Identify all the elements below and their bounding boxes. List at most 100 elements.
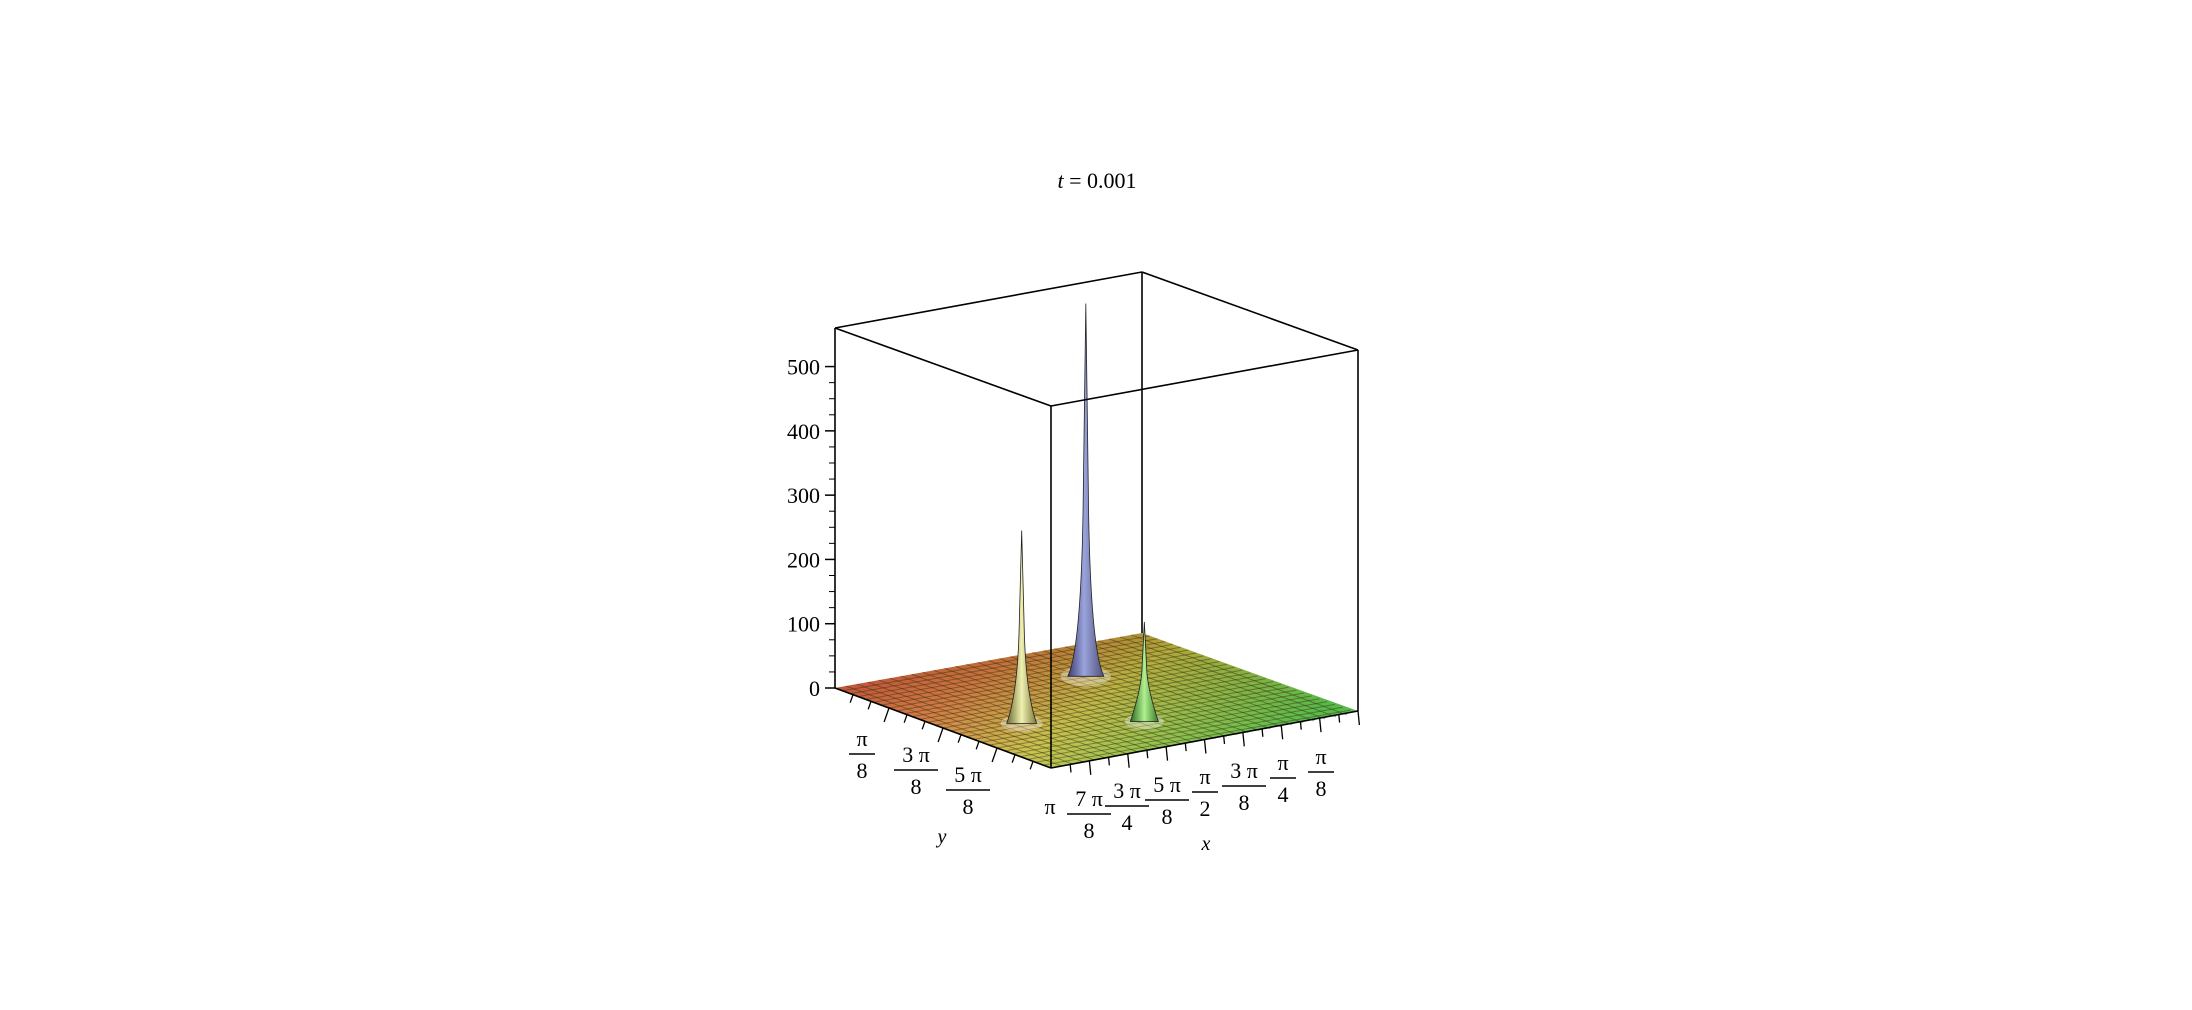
x-tick <box>1338 714 1341 723</box>
surface-floor <box>835 633 1358 768</box>
title-equation: = 0.001 <box>1064 168 1137 193</box>
y-tick-label: 3 π8 <box>894 742 938 799</box>
x-tick <box>1299 721 1302 730</box>
x-tick-label-denominator: 8 <box>1239 790 1250 815</box>
x-tick <box>1069 764 1072 773</box>
y-tick <box>867 701 872 710</box>
x-tick-label-numerator: 3 π <box>1113 778 1141 803</box>
y-tick-label-denominator: 8 <box>963 794 974 819</box>
grid-line <box>966 681 1274 738</box>
x-tick <box>1318 718 1322 733</box>
x-tick <box>1280 725 1284 740</box>
grid-line <box>935 669 1243 726</box>
x-tick-label-numerator: π <box>1199 764 1210 789</box>
peak-small-spike <box>1129 621 1159 722</box>
y-tick-label: π8 <box>849 726 875 783</box>
grid-line <box>944 667 1161 749</box>
grid-line <box>1035 706 1343 763</box>
grid-line <box>942 672 1251 729</box>
x-tick-label-denominator: 4 <box>1122 810 1133 835</box>
y-tick <box>883 707 890 723</box>
x-tick-label-numerator: π <box>1277 750 1288 775</box>
surface-peaks <box>1000 303 1164 732</box>
x-tick <box>1261 728 1264 737</box>
grid-line <box>912 661 1220 718</box>
grid-line <box>1010 656 1227 738</box>
x-tick <box>1357 710 1361 726</box>
peak-middle <box>1000 530 1043 732</box>
grid-line <box>1097 640 1315 722</box>
grid-line <box>958 678 1266 735</box>
grid-line <box>1021 654 1238 736</box>
x-tick-label-numerator: π <box>1044 794 1055 819</box>
z-tick-label: 400 <box>787 419 820 444</box>
x-tick-label-denominator: 8 <box>1084 818 1095 843</box>
grid-line <box>1130 634 1348 716</box>
grid-line <box>881 649 1189 706</box>
chart-title: t = 0.001 <box>1057 168 1136 193</box>
surface-grid <box>842 634 1351 767</box>
x-tick <box>1107 757 1111 766</box>
x-tick-label-denominator: 8 <box>1316 776 1327 801</box>
grid-line <box>850 638 1158 695</box>
x-tick <box>1203 739 1207 754</box>
grid-line <box>842 635 1150 692</box>
grid-line <box>1012 698 1320 755</box>
grid-line <box>1020 701 1328 758</box>
grid-line <box>845 685 1063 767</box>
grid-line <box>858 641 1166 698</box>
grid-line <box>977 661 1194 743</box>
y-tick <box>1029 761 1034 770</box>
grid-line <box>867 681 1085 763</box>
grid-line <box>933 669 1150 751</box>
peak-tallest-spike <box>1067 303 1105 677</box>
grid-line <box>919 663 1227 720</box>
y-tick <box>975 741 980 750</box>
y-tick <box>937 727 944 743</box>
x-tick-label-numerator: 3 π <box>1230 758 1258 783</box>
x-tick-label: 5 π8 <box>1145 772 1189 829</box>
x-tick-label: π <box>1044 794 1055 819</box>
x-tick <box>1088 760 1092 775</box>
x-tick <box>1242 732 1245 747</box>
y-tick <box>921 721 926 730</box>
x-tick <box>1146 750 1149 759</box>
grid-line <box>1119 636 1337 718</box>
x-tick-label: π8 <box>1308 744 1334 801</box>
grid-line <box>1087 642 1304 724</box>
x-tick-label: 3 π4 <box>1105 778 1149 835</box>
x-tick <box>1223 735 1226 745</box>
y-tick-label-denominator: 8 <box>911 774 922 799</box>
plot-box-back <box>834 271 1359 688</box>
x-tick <box>1127 753 1130 768</box>
y-axis: π83 π8 5 π8 <box>849 694 1034 819</box>
grid-line <box>950 675 1258 732</box>
grid-line <box>1043 709 1351 766</box>
grid-line <box>973 683 1281 740</box>
y-tick <box>991 747 998 763</box>
y-tick-label-numerator: 5 π <box>954 762 982 787</box>
z-tick-label: 300 <box>787 483 820 508</box>
z-tick-label: 500 <box>787 355 820 380</box>
title-variable: t <box>1057 168 1064 193</box>
y-tick-label: 5 π8 <box>946 762 990 819</box>
x-tick-label: π2 <box>1192 764 1218 821</box>
x-tick-label: π4 <box>1270 750 1296 807</box>
grid-line <box>889 677 1106 759</box>
x-tick-label-denominator: 2 <box>1200 796 1211 821</box>
peak-middle-spike <box>1006 530 1038 724</box>
x-tick-label-numerator: π <box>1315 744 1326 769</box>
y-tick-label-denominator: 8 <box>857 758 868 783</box>
z-tick-label: 0 <box>809 676 820 701</box>
x-tick-label-denominator: 4 <box>1278 782 1289 807</box>
grid-line <box>904 658 1212 715</box>
grid-line <box>1065 646 1282 728</box>
grid-line <box>1027 703 1335 760</box>
grid-line <box>955 665 1172 747</box>
z-axis: 0 100 200 300 400 500 <box>787 355 835 701</box>
grid-line <box>856 683 1074 765</box>
grid-line <box>999 658 1216 740</box>
x-tick-label: 3 π8 <box>1222 758 1266 815</box>
